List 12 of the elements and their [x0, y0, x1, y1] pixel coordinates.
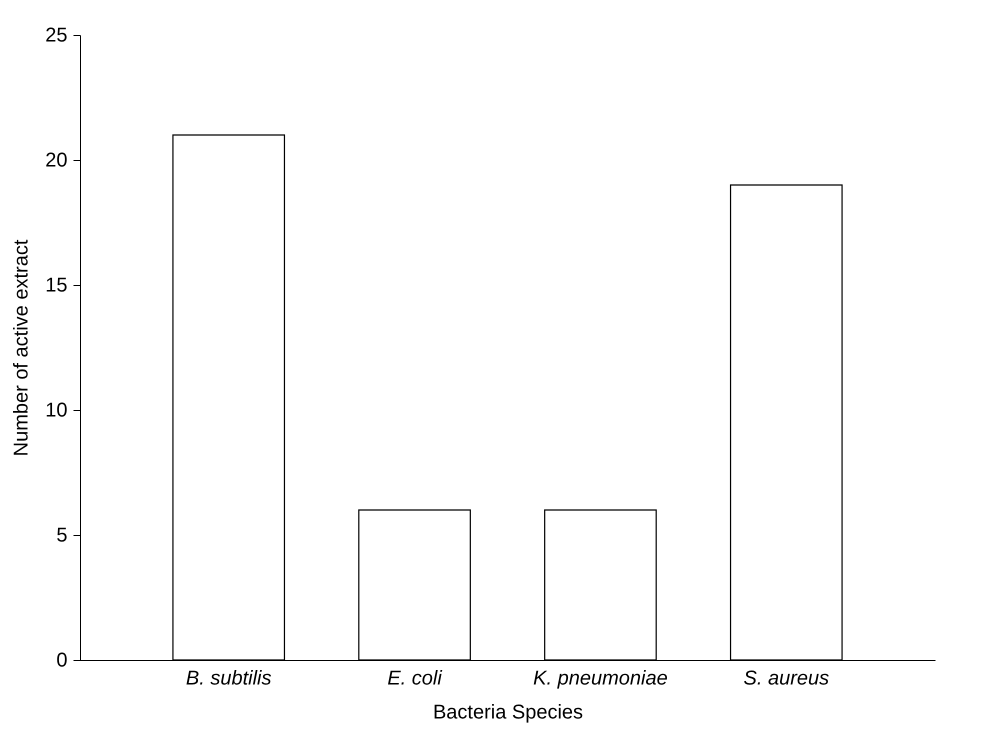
x-tick-label: S. aureus [744, 668, 830, 690]
y-tick-label: 5 [56, 524, 68, 546]
y-tick-label: 25 [45, 24, 68, 46]
y-tick-label: 0 [56, 650, 68, 672]
y-tick-label: 20 [45, 150, 68, 172]
x-tick-label: K. pneumoniae [533, 668, 668, 690]
x-tick-label: E. coli [387, 668, 442, 690]
y-tick-label: 10 [45, 400, 68, 422]
y-axis-title: Number of active extract [10, 239, 32, 456]
x-tick-label: B. subtilis [186, 668, 272, 690]
x-axis-title: Bacteria Species [432, 702, 584, 724]
y-tick-label: 15 [45, 274, 68, 296]
